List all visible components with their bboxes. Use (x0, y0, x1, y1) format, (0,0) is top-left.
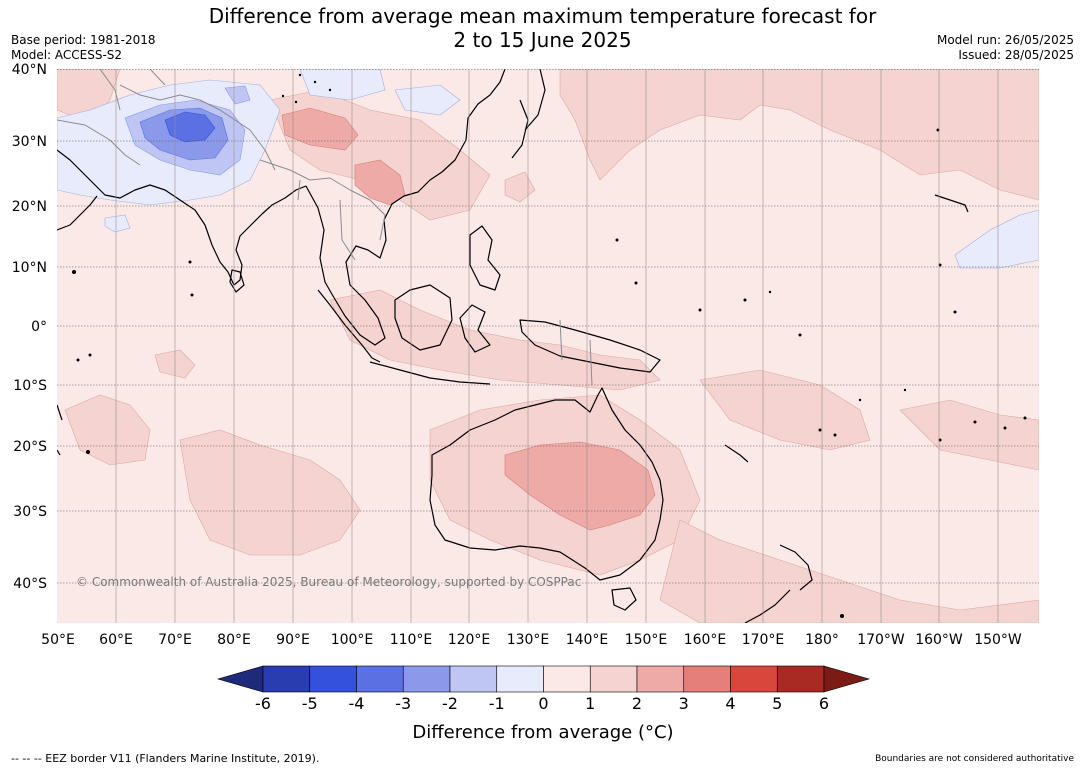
eez-footnote: -- -- -- EEZ border V11 (Flanders Marine… (11, 752, 320, 765)
coast-new-guinea (519, 319, 661, 373)
lat-label: 10°N (12, 260, 47, 276)
lon-label: 70°E (158, 632, 192, 648)
legend-swatch (776, 665, 825, 693)
coast-australia (429, 387, 664, 581)
lat-label: 10°S (13, 378, 47, 394)
legend-swatch (449, 665, 498, 693)
lon-label: 90°E (276, 632, 310, 648)
legend-tick-label: 6 (819, 694, 829, 713)
legend-tick-label: -6 (255, 694, 271, 713)
lon-label: 150°W (974, 632, 1022, 648)
legend-title: Difference from average (°C) (412, 722, 673, 743)
legend-tick-label: -3 (395, 694, 411, 713)
meta-left: Base period: 1981-2018 Model: ACCESS-S2 (11, 33, 156, 63)
legend-swatch (589, 665, 638, 693)
lon-label: 130°E (507, 632, 550, 648)
meridians (115, 69, 999, 623)
legend-tick-label: -5 (302, 694, 318, 713)
map-area: © Commonwealth of Australia 2025, Bureau… (57, 69, 1039, 623)
legend-tick-label: -4 (349, 694, 365, 713)
lon-label: 60°E (99, 632, 133, 648)
title-line-1: Difference from average mean maximum tem… (208, 4, 877, 28)
lon-label: 80°E (217, 632, 251, 648)
legend-swatch (356, 665, 404, 693)
longitude-labels: 50°E 60°E 70°E 80°E 90°E 100°E 110°E 120… (41, 632, 1022, 648)
coast-borneo (394, 284, 453, 351)
coast-korea-japan (511, 69, 546, 159)
legend-swatch (636, 665, 685, 693)
coast-sumatra (317, 289, 381, 363)
lat-label: 30°N (12, 134, 47, 150)
coast-java (369, 361, 491, 385)
lon-label: 50°E (41, 632, 75, 648)
lon-label: 160°E (684, 632, 727, 648)
legend-swatch (543, 665, 591, 693)
issued-date: Issued: 28/05/2025 (958, 48, 1074, 62)
legend-swatch (309, 665, 357, 693)
legend-extend-min (216, 665, 264, 693)
legend-tick-label: 0 (538, 694, 548, 713)
coast-philippines (469, 225, 501, 291)
coast-arabian-coast (57, 195, 98, 231)
coast-hawaii (934, 194, 969, 213)
coastlines (57, 69, 969, 623)
legend-tick-label: 4 (725, 694, 735, 713)
coast-sulawesi (459, 304, 491, 353)
coast-tasmania (611, 587, 637, 611)
lon-label: 170°W (857, 632, 905, 648)
lat-label: 30°S (13, 504, 47, 520)
legend-tick-label: 2 (632, 694, 642, 713)
lon-label: 140°E (566, 632, 609, 648)
legend-ticks: -6 -5 -4 -3 -2 -1 0 1 2 3 4 5 6 (255, 694, 829, 713)
model-run: Model run: 26/05/2025 (936, 33, 1074, 47)
copyright-notice: © Commonwealth of Australia 2025, Bureau… (76, 575, 581, 589)
coast-sri-lanka (229, 269, 245, 293)
legend-swatch (262, 665, 311, 693)
legend-tick-label: -1 (489, 694, 505, 713)
legend-tick-label: 1 (585, 694, 595, 713)
lat-label: 20°S (13, 439, 47, 455)
legend-swatch (402, 665, 451, 693)
lon-label: 120°E (448, 632, 491, 648)
title-line-2: 2 to 15 June 2025 (453, 28, 632, 52)
lon-label: 110°E (390, 632, 433, 648)
small-islands (72, 73, 1027, 618)
map-title: Difference from average mean maximum tem… (0, 4, 1085, 52)
lon-label: 160°W (915, 632, 963, 648)
lon-label: 100°E (331, 632, 374, 648)
legend-colorbar (216, 665, 871, 693)
lat-label: 20°N (12, 199, 47, 215)
legend-swatch (496, 665, 544, 693)
lat-label: 40°N (12, 62, 47, 78)
coast-new-caledonia (724, 444, 749, 463)
base-period: Base period: 1981-2018 (11, 33, 156, 47)
country-borders (57, 69, 593, 386)
lat-label: 40°S (13, 576, 47, 592)
coast-new-zealand (744, 544, 813, 623)
lon-label: 180° (805, 632, 839, 648)
legend-tick-label: -2 (442, 694, 458, 713)
coast-arabia-india (57, 149, 307, 286)
legend-swatch (683, 665, 731, 693)
legend-swatch (730, 665, 778, 693)
lat-label: 0° (31, 319, 47, 335)
model-name: Model: ACCESS-S2 (11, 48, 123, 62)
meta-right: Model run: 26/05/2025 Issued: 28/05/2025 (937, 33, 1074, 63)
legend-tick-label: 3 (679, 694, 689, 713)
lon-label: 170°E (742, 632, 785, 648)
lon-label: 150°E (625, 632, 668, 648)
coast-indochina (305, 69, 506, 346)
latitude-labels: 40°N 30°N 20°N 10°N 0° 10°S 20°S 30°S 40… (12, 62, 47, 592)
anomaly-cool-3-4 (164, 111, 216, 143)
legend-extend-max (823, 665, 871, 693)
coast-east-africa (57, 404, 63, 456)
boundaries-disclaimer: Boundaries are not considered authoritat… (875, 754, 1074, 764)
legend-tick-label: 5 (772, 694, 782, 713)
